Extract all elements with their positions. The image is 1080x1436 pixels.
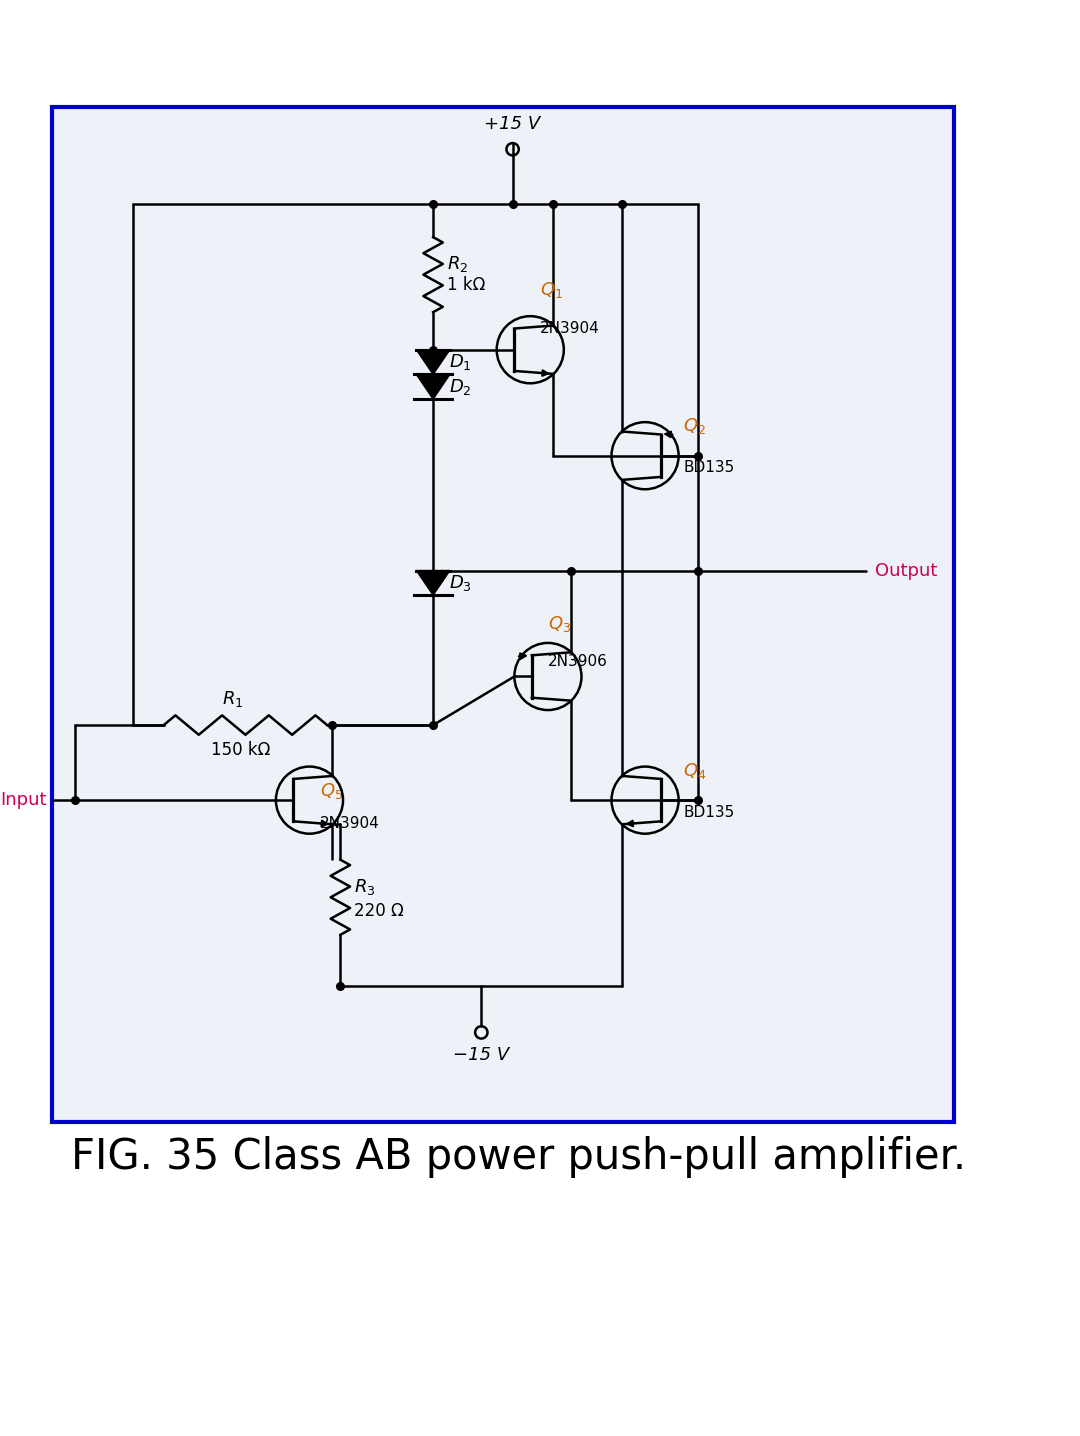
Text: $R_1$: $R_1$ — [221, 689, 243, 709]
Text: Input: Input — [0, 791, 46, 808]
Text: BD135: BD135 — [683, 460, 734, 475]
Polygon shape — [416, 570, 450, 596]
Text: Output: Output — [875, 561, 937, 580]
Text: 2N3906: 2N3906 — [548, 653, 608, 669]
Text: −15 V: −15 V — [454, 1045, 510, 1064]
Text: $D_1$: $D_1$ — [449, 352, 472, 372]
Text: 150 kΩ: 150 kΩ — [212, 741, 271, 760]
Text: $D_2$: $D_2$ — [449, 376, 472, 396]
Text: 1 kΩ: 1 kΩ — [447, 276, 486, 294]
Text: 220 Ω: 220 Ω — [353, 902, 403, 919]
Text: 2N3904: 2N3904 — [540, 320, 600, 336]
Text: $Q_2$: $Q_2$ — [683, 416, 706, 437]
Text: $Q_1$: $Q_1$ — [540, 280, 564, 300]
Text: FIG. 35 Class AB power push-pull amplifier.: FIG. 35 Class AB power push-pull amplifi… — [71, 1136, 967, 1178]
Text: $Q_5$: $Q_5$ — [320, 781, 343, 801]
Polygon shape — [416, 375, 450, 399]
Text: $Q_3$: $Q_3$ — [548, 615, 571, 635]
Bar — [52, 106, 955, 1123]
Text: $Q_4$: $Q_4$ — [683, 761, 706, 781]
Text: 2N3904: 2N3904 — [320, 816, 380, 831]
Text: +15 V: +15 V — [485, 115, 541, 134]
Polygon shape — [416, 350, 450, 375]
Text: $D_3$: $D_3$ — [449, 573, 472, 593]
Text: $R_2$: $R_2$ — [447, 254, 469, 274]
Text: BD135: BD135 — [683, 804, 734, 820]
Text: $R_3$: $R_3$ — [353, 877, 375, 896]
